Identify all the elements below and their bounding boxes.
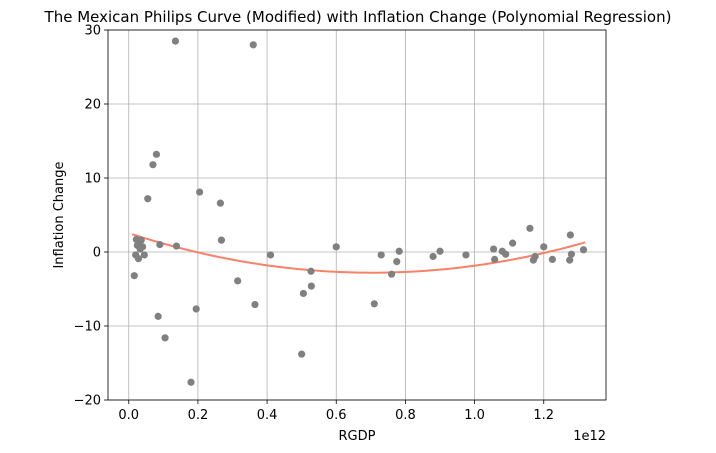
data-point — [130, 272, 138, 280]
data-point — [187, 378, 195, 386]
data-point — [436, 247, 444, 255]
data-point — [144, 195, 152, 203]
data-point — [149, 161, 157, 169]
data-point — [566, 256, 574, 264]
data-point — [395, 247, 403, 255]
data-point — [298, 350, 306, 358]
data-point — [156, 241, 164, 249]
data-point — [140, 251, 148, 259]
data-point — [540, 243, 548, 251]
data-point — [192, 305, 200, 313]
data-point — [307, 267, 315, 275]
grid-lines — [108, 29, 606, 401]
data-point — [429, 252, 437, 261]
y-axis-label: Inflation Change — [52, 161, 67, 268]
data-point — [509, 239, 517, 247]
chart-title: The Mexican Philips Curve (Modified) wit… — [44, 8, 672, 26]
y-tick-label: 20 — [84, 98, 101, 113]
x-tick-label: 0.8 — [395, 408, 416, 423]
y-tick-label: 0 — [93, 246, 101, 261]
data-point — [548, 255, 556, 263]
data-point — [490, 245, 498, 253]
data-point — [370, 300, 378, 308]
x-tick-label: 0.4 — [257, 408, 278, 423]
regression-curve — [131, 233, 586, 274]
data-point — [567, 250, 576, 258]
y-tick-label: −20 — [74, 394, 101, 409]
data-point — [134, 255, 143, 263]
data-point — [579, 246, 588, 254]
data-point — [172, 242, 181, 250]
data-point — [171, 37, 180, 45]
data-point — [307, 282, 315, 290]
scatter-points — [130, 37, 588, 386]
x-axis-ticks: 0.0 0.2 0.4 0.6 0.8 1.0 1.2 — [118, 400, 554, 423]
x-tick-label: 0.2 — [188, 408, 209, 423]
data-point — [502, 250, 510, 258]
data-point — [154, 312, 162, 320]
x-tick-label: 0.6 — [326, 408, 347, 423]
axes-frame — [107, 29, 607, 401]
data-point — [299, 289, 307, 298]
x-axis-label: RGDP — [339, 429, 376, 444]
y-tick-label: −10 — [74, 320, 101, 335]
x-tick-label: 0.0 — [118, 408, 139, 423]
data-point — [332, 243, 340, 251]
x-tick-label: 1.2 — [533, 408, 554, 423]
data-point — [526, 224, 534, 232]
data-point — [491, 255, 499, 263]
y-tick-label: 30 — [84, 24, 101, 39]
data-point — [137, 236, 145, 244]
regression-layer — [131, 233, 586, 274]
data-point — [251, 300, 259, 309]
data-point — [152, 150, 161, 158]
data-point — [266, 251, 275, 259]
data-point — [249, 41, 257, 49]
y-axis-ticks: −20 −10 0 10 20 30 — [74, 24, 108, 409]
y-tick-label: 10 — [84, 172, 101, 187]
x-tick-label: 1.0 — [464, 408, 485, 423]
data-point — [377, 251, 385, 259]
data-point — [462, 251, 470, 259]
data-point — [387, 270, 396, 278]
data-point — [566, 231, 574, 239]
x-axis-offset-label: 1e12 — [573, 429, 606, 444]
data-point — [161, 334, 169, 342]
data-point — [531, 252, 539, 261]
data-point — [217, 236, 226, 244]
data-point — [196, 188, 204, 196]
data-point — [234, 277, 242, 285]
data-point — [216, 199, 224, 207]
data-point — [138, 243, 147, 251]
data-point — [393, 258, 401, 266]
